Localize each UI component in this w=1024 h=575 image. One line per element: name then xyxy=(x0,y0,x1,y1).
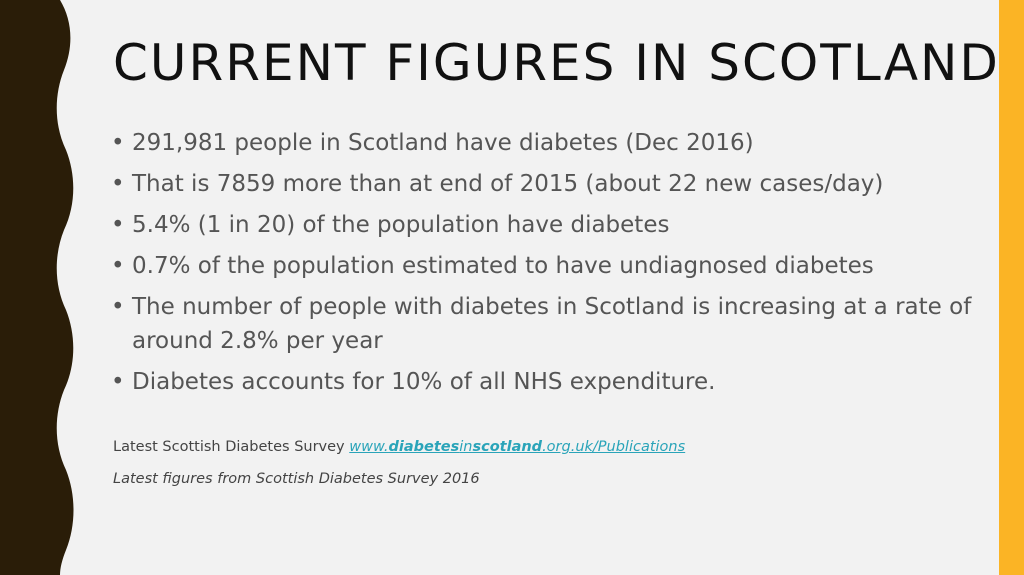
right-accent-bar xyxy=(999,0,1024,575)
figures-source-note: Latest figures from Scottish Diabetes Su… xyxy=(113,471,480,487)
bullet-marker: • xyxy=(111,294,125,320)
bullet-text: 5.4% (1 in 20) of the population have di… xyxy=(132,212,670,238)
bullet-marker: • xyxy=(111,130,125,156)
link-part: .org.uk/Publications xyxy=(542,439,686,455)
bullet-item: • 0.7% of the population estimated to ha… xyxy=(105,249,985,283)
bullet-item: • That is 7859 more than at end of 2015 (… xyxy=(105,167,985,201)
bullet-text: Diabetes accounts for 10% of all NHS exp… xyxy=(132,369,716,395)
bullet-item: • Diabetes accounts for 10% of all NHS e… xyxy=(105,365,985,399)
left-decorative-band xyxy=(0,0,74,575)
survey-note-text: Latest Scottish Diabetes Survey xyxy=(113,439,350,455)
bullet-marker: • xyxy=(111,369,125,395)
bullet-item: • 291,981 people in Scotland have diabete… xyxy=(105,126,985,160)
link-part-bold: diabetes xyxy=(388,439,460,455)
slide-title: CURRENT FIGURES IN SCOTLAND xyxy=(113,34,1000,92)
bullet-marker: • xyxy=(111,253,125,279)
bullet-marker: • xyxy=(111,212,125,238)
bullet-item: • The number of people with diabetes in … xyxy=(105,290,985,358)
bullet-text: The number of people with diabetes in Sc… xyxy=(132,294,972,354)
survey-note: Latest Scottish Diabetes Survey www.diab… xyxy=(113,439,685,455)
bullet-text: 291,981 people in Scotland have diabetes… xyxy=(132,130,754,156)
link-part: in xyxy=(459,439,473,455)
bullet-list: • 291,981 people in Scotland have diabete… xyxy=(105,126,985,406)
link-part: www. xyxy=(349,439,389,455)
survey-link[interactable]: www.diabetesinscotland.org.uk/Publicatio… xyxy=(349,439,685,455)
bullet-marker: • xyxy=(111,171,125,197)
link-part-bold: scotland xyxy=(472,439,543,455)
bullet-item: • 5.4% (1 in 20) of the population have … xyxy=(105,208,985,242)
bullet-text: That is 7859 more than at end of 2015 (a… xyxy=(132,171,884,197)
wavy-edge-shape xyxy=(0,0,74,575)
bullet-text: 0.7% of the population estimated to have… xyxy=(132,253,874,279)
